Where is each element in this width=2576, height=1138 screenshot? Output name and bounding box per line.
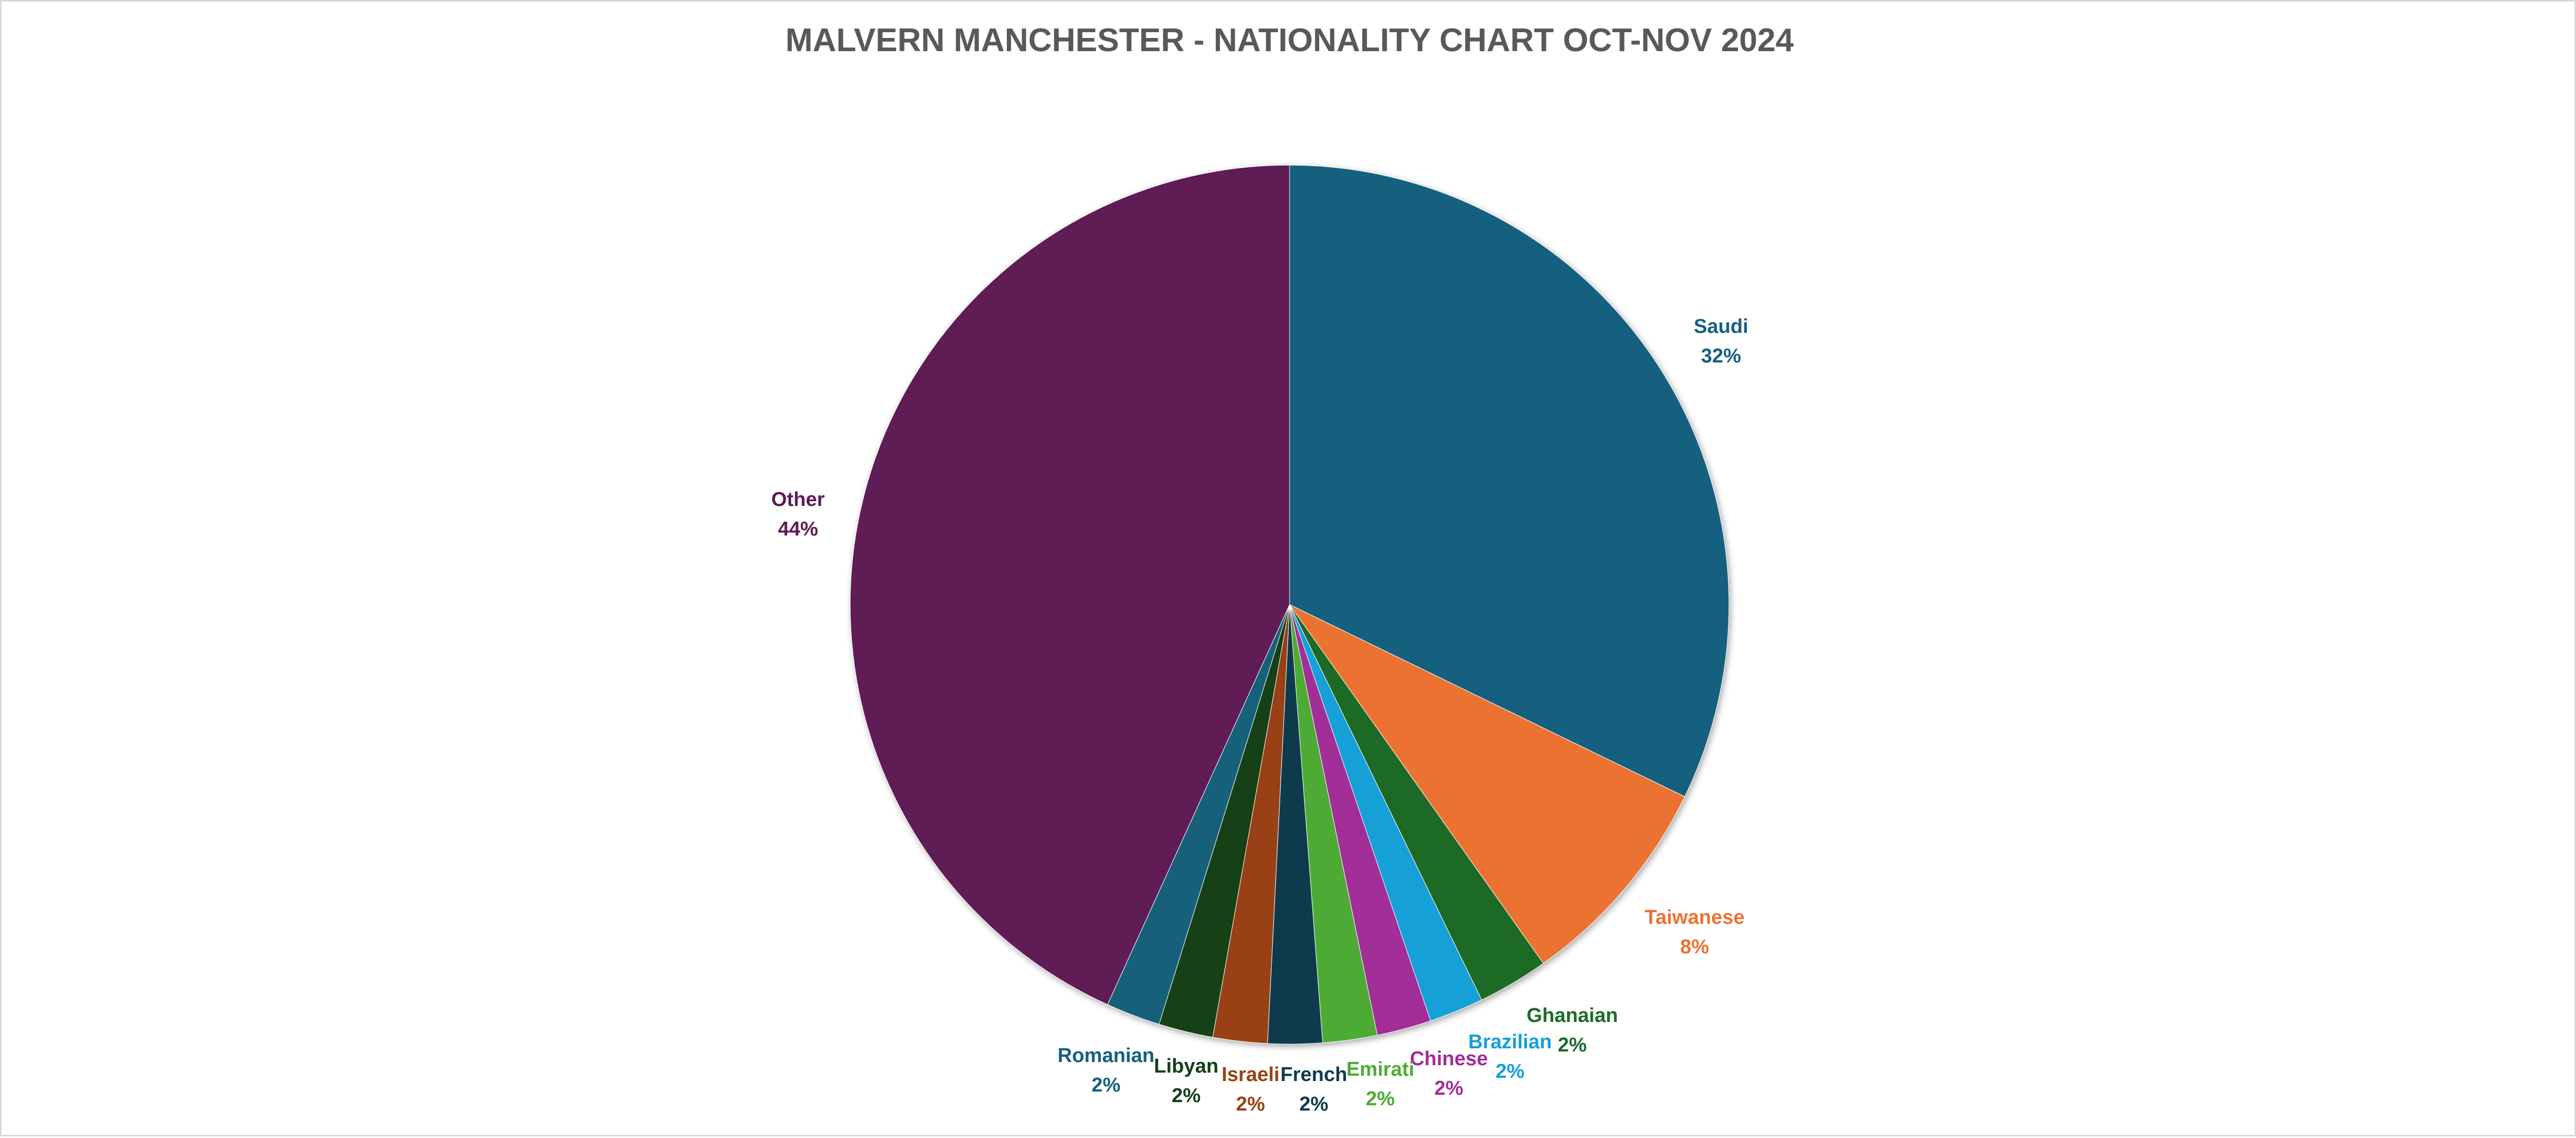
slice-name: Other xyxy=(771,489,825,511)
slice-label-romanian: Romanian 2% xyxy=(1058,1045,1155,1096)
slice-percent: 44% xyxy=(778,518,818,540)
slice-label-ghanaian: Ghanaian 2% xyxy=(1526,1005,1618,1056)
slice-label-libyan: Libyan 2% xyxy=(1154,1055,1218,1107)
slice-percent: 2% xyxy=(1092,1074,1121,1096)
slice-label-other: Other 44% xyxy=(771,489,825,540)
slice-label-chinese: Chinese 2% xyxy=(1410,1048,1488,1099)
slice-label-taiwanese: Taiwanese 8% xyxy=(1645,906,1744,958)
chart-title: MALVERN MANCHESTER - NATIONALITY CHART O… xyxy=(785,22,1794,59)
slice-percent: 2% xyxy=(1172,1085,1201,1107)
slice-percent: 2% xyxy=(1366,1088,1395,1110)
slice-percent: 2% xyxy=(1435,1077,1464,1099)
slice-label-french: French 2% xyxy=(1281,1064,1348,1115)
slice-percent: 2% xyxy=(1496,1060,1525,1083)
slice-name: French xyxy=(1281,1064,1348,1086)
slice-name: Taiwanese xyxy=(1645,906,1744,929)
slice-label-israeli: Israeli 2% xyxy=(1222,1064,1280,1115)
slice-name: Saudi xyxy=(1694,315,1748,338)
pie-slice-other xyxy=(850,165,1290,1005)
pie-labels: Saudi 32% Taiwanese 8% Ghanaian 2% Brazilian 2%… xyxy=(771,315,1748,1115)
slice-percent: 32% xyxy=(1701,345,1741,367)
slice-name: Libyan xyxy=(1154,1055,1218,1077)
slice-name: Chinese xyxy=(1410,1048,1488,1070)
slice-percent: 2% xyxy=(1558,1034,1587,1056)
slice-name: Israeli xyxy=(1222,1064,1280,1086)
slice-name: Brazilian xyxy=(1468,1031,1552,1053)
slice-label-brazilian: Brazilian 2% xyxy=(1468,1031,1552,1083)
slice-name: Emirati xyxy=(1347,1058,1415,1080)
slice-label-emirati: Emirati 2% xyxy=(1347,1058,1415,1110)
slice-label-saudi: Saudi 32% xyxy=(1694,315,1748,367)
slice-name: Romanian xyxy=(1058,1045,1155,1067)
pie-slice-taiwanese xyxy=(1289,604,1685,964)
slice-percent: 2% xyxy=(1236,1093,1265,1115)
slice-percent: 8% xyxy=(1680,936,1709,958)
pie-slices xyxy=(850,165,1729,1045)
slice-percent: 2% xyxy=(1300,1093,1329,1115)
slice-name: Ghanaian xyxy=(1526,1005,1618,1027)
pie-slice-saudi xyxy=(1289,165,1729,797)
